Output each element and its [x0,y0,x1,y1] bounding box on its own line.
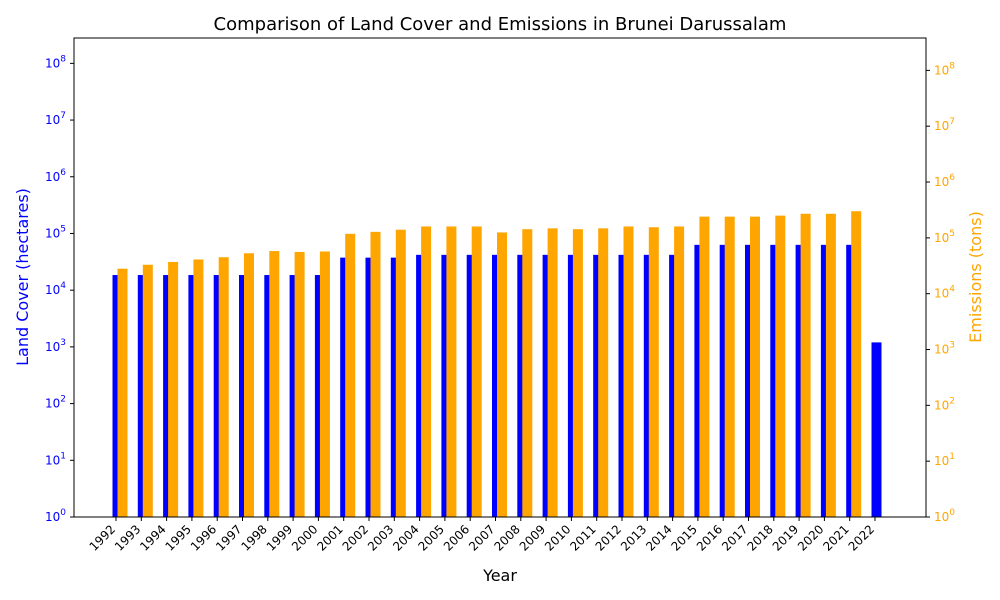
x-tick-label: 2010 [542,522,573,553]
x-tick-label: 2008 [491,522,522,553]
emissions-bar-1996 [218,257,229,517]
emissions-bar-2012 [623,226,634,517]
emissions-bar-2017 [750,216,760,517]
left-tick-label: 101 [45,451,66,467]
emissions-bar-2018 [775,215,786,517]
x-tick-label: 1999 [264,522,295,553]
right-tick-label: 102 [934,396,955,412]
x-tick-label: 2006 [441,522,472,553]
emissions-bar-2020 [825,213,836,517]
x-tick-label: 2009 [517,522,548,553]
emissions-bar-1993 [142,264,153,517]
emissions-bar-2001 [345,233,356,517]
bars-layer [112,211,882,518]
emissions-bar-1998 [269,251,280,517]
left-tick-label: 102 [45,395,66,411]
x-tick-label: 2015 [669,522,700,553]
emissions-bar-2019 [800,213,811,517]
emissions-bar-2004 [421,226,432,517]
x-tick-label: 2016 [694,522,725,553]
emissions-bar-2014 [674,226,685,517]
x-tick-label: 1995 [163,522,194,553]
left-tick-label: 104 [45,281,66,297]
x-tick-label: 2003 [365,522,396,553]
left-tick-label: 108 [45,54,66,70]
x-tick-label: 2020 [795,522,826,553]
emissions-bar-2006 [471,226,482,517]
plot-frame [73,37,927,518]
left-tick-label: 106 [45,168,66,184]
left-tick-label: 105 [45,224,66,240]
right-tick-label: 100 [934,508,955,524]
emissions-bar-2000 [319,251,330,518]
emissions-bar-1995 [193,259,204,517]
right-tick-label: 105 [934,229,955,245]
right-tick-label: 101 [934,452,955,468]
x-tick-label: 2019 [770,522,801,553]
x-tick-label: 1997 [213,522,244,553]
x-tick-label: 2022 [846,522,877,553]
x-axis-label: Year [482,566,517,585]
x-tick-label: 2014 [643,522,674,553]
x-tick-label: 2012 [593,522,624,553]
x-tick-label: 2018 [744,522,775,553]
x-tick-label: 2007 [466,522,497,553]
x-tick-label: 2004 [390,522,421,553]
left-axis-label: Land Cover (hectares) [13,188,32,366]
right-tick-label: 108 [934,61,955,77]
emissions-bar-1997 [244,253,254,517]
left-tick-label: 103 [45,338,66,354]
x-tick-label: 1994 [137,522,168,553]
emissions-bar-1999 [294,251,305,517]
left-axis-ticks: 100 101 102 103 104 105 106 107 108 [45,54,74,524]
x-tick-label: 2000 [289,522,320,553]
x-tick-label: 2002 [340,522,371,553]
x-tick-label: 2021 [820,522,851,553]
emissions-bar-2010 [572,229,583,517]
x-tick-label: 1998 [238,522,269,553]
x-tick-label: 2001 [314,522,345,553]
emissions-bar-1992 [117,268,128,517]
x-axis-ticks: 1992199319941995199619971998199920002001… [87,517,877,554]
x-tick-label: 2011 [567,522,598,553]
emissions-bar-2002 [370,231,381,517]
left-tick-label: 100 [45,508,66,524]
x-tick-label: 1992 [87,522,118,553]
right-tick-label: 106 [934,173,955,189]
x-tick-label: 2005 [416,522,447,553]
x-tick-label: 2017 [719,522,750,553]
left-tick-label: 107 [45,111,66,127]
emissions-bar-2009 [547,228,558,517]
right-axis-label: Emissions (tons) [966,211,985,343]
right-axis-ticks: 100 101 102 103 104 105 106 107 108 [926,61,955,524]
chart-title: Comparison of Land Cover and Emissions i… [214,14,787,35]
emissions-bar-2003 [395,229,406,517]
emissions-bar-2015 [699,216,710,517]
emissions-bar-2021 [851,211,862,517]
x-tick-label: 1993 [112,522,143,553]
emissions-bar-1994 [168,261,179,517]
emissions-bar-2005 [446,226,457,517]
right-tick-label: 103 [934,341,955,357]
x-tick-label: 2013 [618,522,649,553]
land-cover-bar-2022 [871,342,882,517]
emissions-bar-2011 [598,228,609,517]
emissions-bar-2007 [497,232,507,517]
x-tick-label: 1996 [188,522,219,553]
emissions-bar-2013 [648,227,659,518]
emissions-bar-2016 [724,216,735,517]
right-tick-label: 104 [934,285,955,301]
emissions-bar-2008 [522,229,533,517]
right-tick-label: 107 [934,117,955,133]
